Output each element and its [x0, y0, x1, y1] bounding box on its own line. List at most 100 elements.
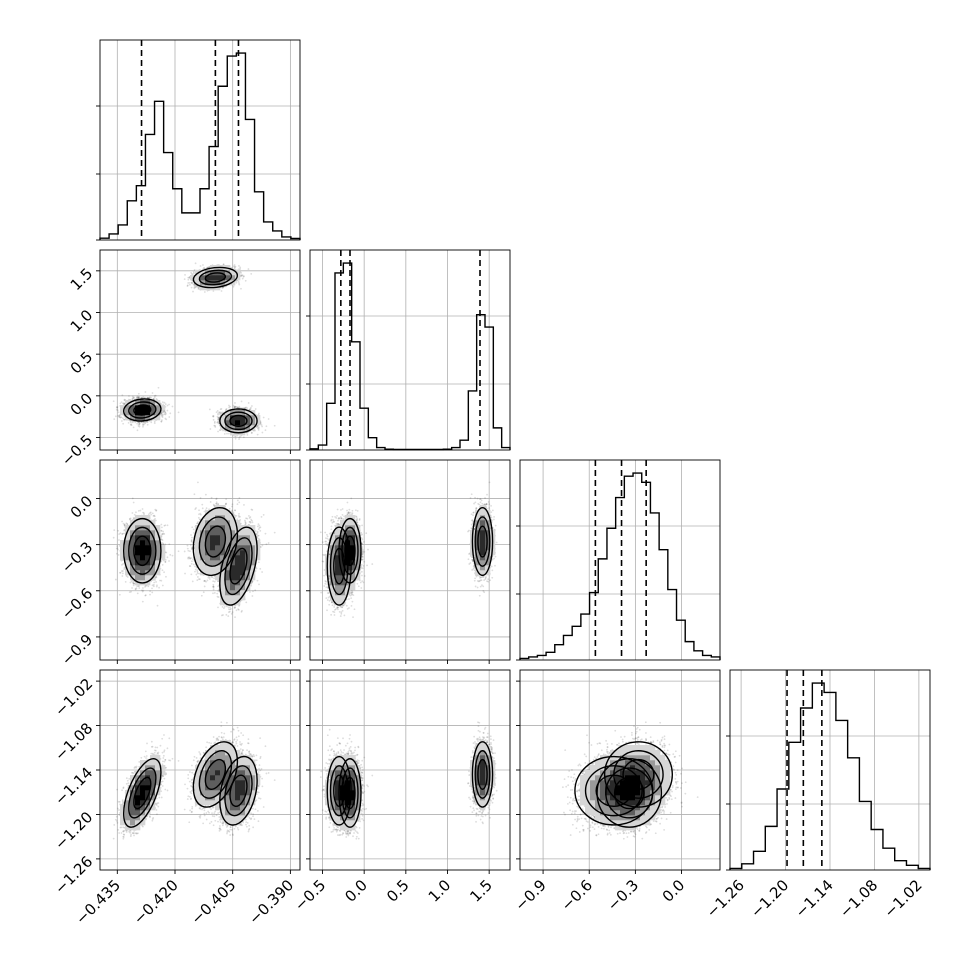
sample-point: [155, 398, 158, 400]
sample-point: [138, 396, 140, 399]
sample-point: [164, 411, 167, 414]
panel-frame: [99, 39, 301, 241]
sample-point: [131, 395, 134, 398]
sample-point: [163, 413, 166, 415]
sample-point: [198, 287, 200, 290]
sample-point: [163, 410, 165, 413]
sample-point: [144, 391, 147, 393]
sample-point: [187, 278, 190, 281]
sample-point: [187, 282, 190, 284]
sample-point: [116, 406, 119, 409]
sample-point: [164, 411, 167, 414]
sample-point: [140, 421, 143, 424]
sample-point: [190, 286, 193, 289]
sample-point: [143, 421, 146, 424]
sample-point: [153, 394, 156, 397]
sample-point: [190, 271, 193, 274]
sample-point: [131, 397, 134, 400]
sample-point: [188, 276, 191, 279]
histogram-step: [309, 262, 511, 451]
sample-point: [192, 283, 195, 286]
sample-point: [152, 398, 155, 401]
sample-point: [136, 396, 138, 399]
sample-point: [121, 394, 124, 397]
sample-point: [120, 401, 123, 404]
sample-point: [137, 392, 140, 395]
sample-point: [161, 401, 164, 404]
sample-point: [136, 422, 139, 425]
sample-point: [197, 287, 200, 290]
sample-point: [151, 392, 154, 394]
hist-panel-1: [306, 249, 511, 451]
sample-point: [117, 414, 120, 417]
sample-point: [157, 386, 160, 389]
sample-point: [186, 284, 189, 287]
sample-point: [240, 274, 243, 277]
sample-point: [130, 419, 132, 422]
sample-point: [169, 412, 172, 415]
sample-point: [239, 268, 242, 270]
sample-point: [234, 266, 236, 269]
sample-point: [191, 282, 194, 285]
sample-point: [135, 396, 138, 399]
sample-point: [153, 396, 156, 399]
sample-point: [194, 286, 197, 289]
sample-point: [171, 405, 174, 408]
sample-point: [123, 418, 126, 421]
sample-point: [132, 397, 134, 400]
sample-point: [221, 287, 224, 290]
sample-point: [188, 281, 191, 284]
sample-point: [115, 406, 118, 409]
sample-point: [148, 420, 151, 423]
sample-point: [134, 421, 137, 424]
hist-panel-2: [516, 459, 721, 661]
sample-point: [138, 421, 140, 424]
sample-point: [118, 416, 121, 418]
sample-point: [146, 423, 149, 426]
sample-point: [160, 419, 163, 421]
sample-point: [149, 396, 151, 399]
sample-point: [160, 413, 163, 416]
sample-point: [240, 272, 243, 274]
sample-point: [122, 402, 125, 405]
sample-point: [220, 290, 223, 292]
sample-point: [144, 396, 146, 399]
sample-point: [150, 421, 153, 424]
sample-point: [137, 396, 140, 399]
sample-point: [160, 412, 163, 415]
panel-content: [100, 250, 300, 450]
histogram-step: [519, 472, 721, 660]
sample-point: [192, 290, 194, 293]
sample-point: [222, 263, 225, 266]
sample-point: [166, 409, 169, 412]
sample-point: [118, 415, 120, 417]
sample-point: [240, 275, 243, 278]
sample-point: [146, 420, 149, 423]
sample-point: [238, 282, 240, 285]
sample-point: [122, 402, 125, 405]
sample-point: [164, 413, 167, 416]
sample-point: [165, 418, 168, 421]
panel-frame: [729, 669, 931, 871]
sample-point: [138, 423, 141, 426]
sample-point: [194, 262, 197, 265]
sample-point: [193, 286, 196, 289]
sample-point: [235, 280, 238, 282]
sample-point: [237, 268, 240, 271]
panel-frame: [519, 459, 721, 661]
sample-point: [146, 421, 149, 424]
hist-panel-3: [726, 669, 931, 871]
sample-point: [233, 264, 236, 266]
sample-point: [129, 423, 132, 426]
sample-point: [203, 291, 206, 293]
sample-point: [163, 409, 166, 412]
sample-point: [128, 395, 130, 397]
sample-point: [137, 397, 139, 399]
sample-point: [133, 396, 135, 399]
sample-point: [137, 424, 140, 427]
histogram-step: [729, 682, 931, 870]
sample-point: [142, 421, 145, 424]
sample-point: [207, 266, 210, 268]
sample-point: [120, 420, 123, 422]
sample-point: [164, 403, 167, 406]
